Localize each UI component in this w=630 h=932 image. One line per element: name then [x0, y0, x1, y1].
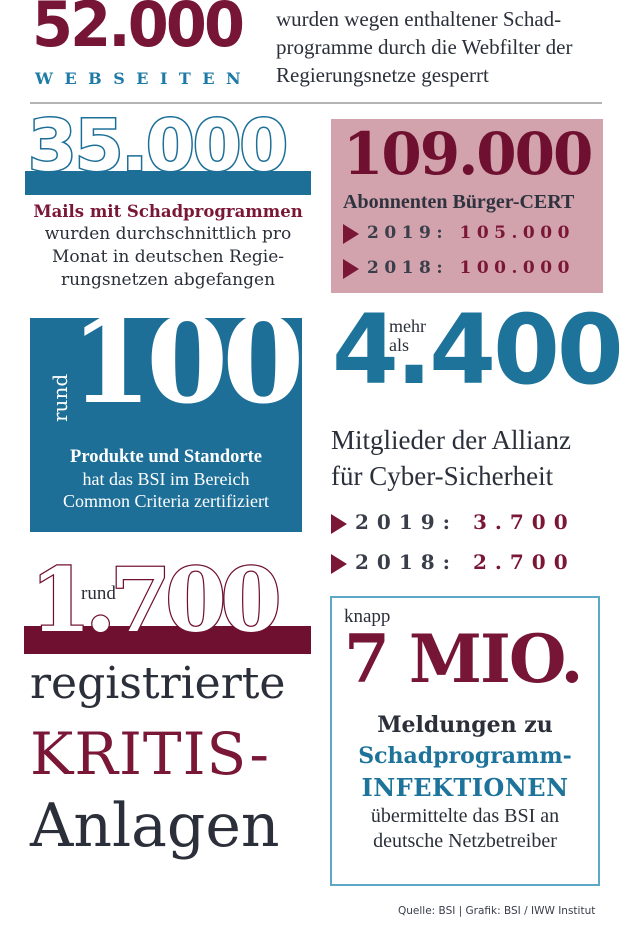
allianz-value: 4.400	[332, 294, 624, 406]
mails-text: Mails mit Schadprogrammen wurden durchsc…	[20, 200, 316, 292]
history-year: 2019:	[355, 510, 459, 534]
meldungen-line2: Schadprogramm-	[358, 743, 572, 769]
buerger-cert-history-2018: 2018: 100.000	[343, 258, 575, 279]
products-description-2: Common Criteria zertifiziert	[63, 491, 269, 511]
kritis-bar	[24, 626, 311, 654]
websites-description: wurden wegen enthaltener Schad­programme…	[276, 7, 573, 87]
meldungen-line3: INFEKTIONEN	[361, 773, 569, 802]
kritis-line2: KRITIS-	[30, 720, 270, 788]
products-description-1: hat das BSI im Bereich	[82, 469, 250, 489]
meldungen-line4: übermittelte das BSI an	[370, 805, 560, 827]
products-title: Produkte und Standorte	[70, 447, 262, 467]
source-credit: Quelle: BSI | Grafik: BSI / IWW Institut	[398, 905, 596, 917]
websites-value: 52.000	[32, 0, 245, 61]
meldungen-value: 7 MIO.	[344, 620, 583, 698]
kritis-prefix: rund	[81, 583, 116, 604]
mails-bar	[25, 171, 311, 195]
allianz-history-2018: 2018: 2.700	[331, 550, 576, 574]
products-box: rund 100 Produkte und Standorte hat das …	[30, 302, 304, 532]
mails-title: Mails mit Schadprogrammen	[33, 202, 303, 221]
history-value: 2.700	[473, 550, 576, 574]
history-year: 2019:	[367, 223, 449, 243]
allianz-label-1: Mitglieder der Allianz	[331, 425, 571, 455]
buerger-cert-box: 109.000 Abonnenten Bürger-CERT 2019: 105…	[331, 119, 603, 293]
allianz-prefix-2: als	[389, 335, 409, 355]
meldungen-text: Meldungen zu Schadprogramm- INFEKTIONEN …	[332, 710, 598, 854]
history-value: 105.000	[459, 223, 575, 243]
kritis-line3: Anlagen	[30, 791, 280, 861]
meldungen-box: knapp 7 MIO. Meldungen zu Schadprogramm-…	[330, 596, 600, 886]
buerger-cert-label: Abonnenten Bürger-CERT	[343, 191, 575, 213]
buerger-cert-history-2019: 2019: 105.000	[343, 223, 575, 244]
meldungen-line5: deutsche Netzbetreiber	[373, 830, 557, 852]
mails-value: 35.000	[26, 105, 289, 187]
allianz-label: Mitglieder der Allianz für Cyber-Sicherh…	[331, 422, 621, 494]
history-value: 100.000	[459, 258, 575, 278]
allianz-prefix-1: mehr	[389, 316, 426, 336]
kritis-line1: registrierte	[30, 658, 286, 709]
history-value: 3.700	[473, 510, 576, 534]
divider	[30, 102, 602, 104]
products-text: Produkte und Standorte hat das BSI im Be…	[30, 446, 302, 512]
triangle-icon	[343, 223, 359, 244]
triangle-icon	[343, 258, 359, 279]
kritis-value: 1.700	[29, 548, 283, 652]
allianz-prefix: mehr als	[389, 317, 426, 355]
triangle-icon	[331, 553, 347, 574]
meldungen-line1: Meldungen zu	[377, 712, 553, 738]
buerger-cert-value: 109.000	[343, 120, 593, 188]
meldungen-prefix: knapp	[344, 606, 391, 627]
allianz-history-2019: 2019: 3.700	[331, 510, 576, 534]
mails-description: wurden durchschnittlich pro Monat in deu…	[44, 224, 292, 290]
products-prefix: rund	[48, 373, 72, 422]
history-year: 2018:	[355, 550, 459, 574]
products-value: 100	[70, 291, 304, 430]
triangle-icon	[331, 513, 347, 534]
history-year: 2018:	[367, 258, 449, 278]
allianz-label-2: für Cyber-Sicherheit	[331, 461, 554, 491]
websites-unit: WEBSEITEN	[35, 69, 253, 88]
